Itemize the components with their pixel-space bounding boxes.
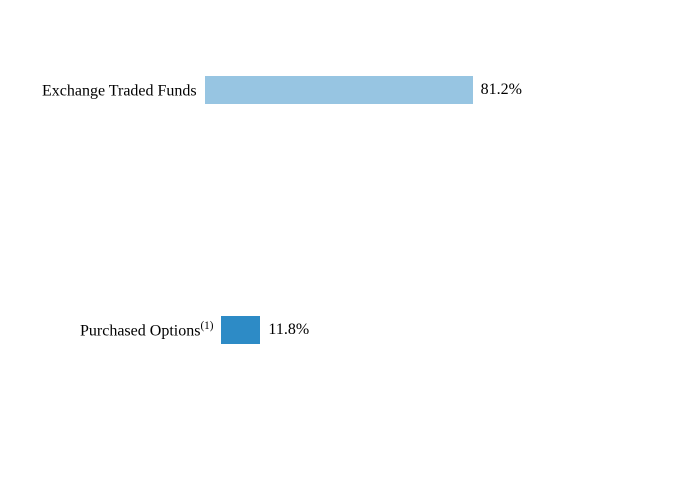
bar-options [221, 316, 260, 344]
bar-label-options: Purchased Options(1) [80, 320, 213, 340]
bar-row-etf: Exchange Traded Funds 81.2% [42, 76, 522, 104]
bar-value-options: 11.8% [268, 321, 309, 339]
bar-chart: Exchange Traded Funds 81.2% Purchased Op… [0, 0, 696, 504]
bar-label-etf: Exchange Traded Funds [42, 80, 197, 100]
bar-row-options: Purchased Options(1) 11.8% [80, 316, 309, 344]
bar-etf [205, 76, 473, 104]
bar-label-superscript: (1) [200, 320, 213, 332]
bar-value-etf: 81.2% [481, 81, 522, 99]
bar-label-text: Purchased Options [80, 322, 200, 339]
bar-label-text: Exchange Traded Funds [42, 82, 197, 99]
